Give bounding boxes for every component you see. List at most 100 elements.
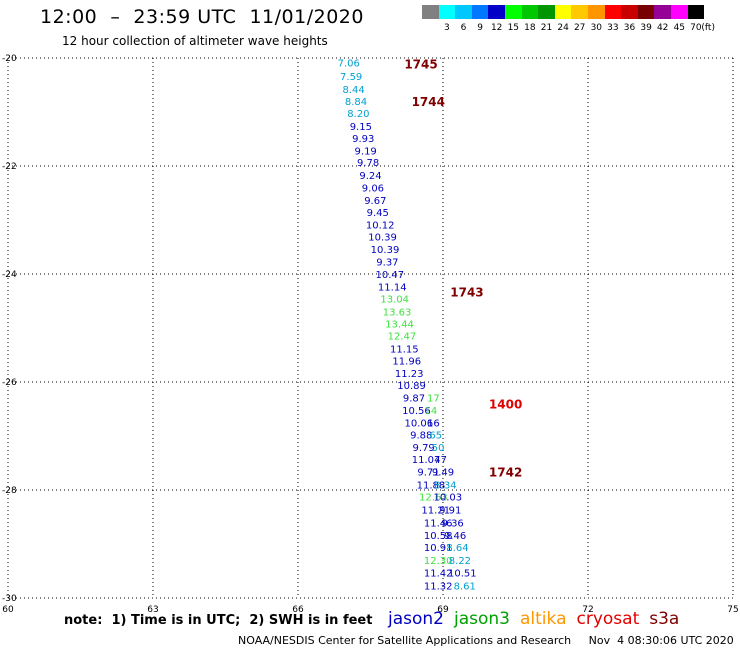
axis-tick-labels: 60 63 66 69 72 75 -20 -22 -24 -26 -28 -30 — [2, 54, 739, 615]
wave-height-value: 8.61 — [454, 582, 476, 593]
legend-label: 45 — [673, 23, 686, 33]
footer-credit: NOAA/NESDIS Center for Satellite Applica… — [238, 634, 734, 647]
wave-height-value: 9.06 — [362, 184, 384, 195]
chart-title: 12:00 – 23:59 UTC 11/01/2020 — [40, 6, 364, 28]
wave-height-value: 10.91 — [424, 543, 453, 554]
wave-height-value: 10.51 — [448, 569, 477, 580]
legend-swatch — [422, 5, 439, 19]
legend-label: 6 — [460, 23, 467, 33]
satellite-name-jason3: jason3 — [454, 609, 510, 629]
wave-height-value: 11.42 — [424, 569, 453, 580]
satellite-name-jason2: jason2 — [388, 609, 444, 629]
legend-swatch — [654, 5, 671, 19]
legend-swatch — [571, 5, 588, 19]
x-tick-label: 69 — [437, 605, 449, 615]
y-tick-label: -30 — [2, 594, 17, 604]
wave-height-value: 9.87 — [403, 394, 425, 405]
wave-height-value: 9.91 — [439, 505, 461, 516]
wave-height-value: 47 — [434, 455, 447, 466]
legend-swatch — [621, 5, 638, 19]
legend-label: 18 — [524, 23, 536, 33]
wave-height-value: 14 — [425, 406, 438, 417]
wave-height-value: 11.23 — [395, 369, 424, 380]
wave-height-value: 10.39 — [368, 233, 397, 244]
legend-swatch — [671, 5, 688, 19]
wave-height-value: 10.58 — [424, 531, 453, 542]
wave-height-value: 10.47 — [376, 270, 405, 281]
y-tick-label: -24 — [2, 270, 17, 280]
wave-height-value: 9.93 — [352, 134, 374, 145]
legend-label: 27 — [573, 23, 586, 33]
legend-swatch — [687, 5, 705, 19]
wave-height-value: 9.78 — [357, 158, 379, 169]
legend-swatch — [505, 5, 522, 19]
wave-height-value: 12.63 — [419, 492, 448, 503]
chart-subtitle: 12 hour collection of altimeter wave hei… — [62, 34, 328, 48]
legend-label: 3 — [444, 23, 450, 33]
legend-swatch — [637, 5, 655, 19]
legend-swatch — [438, 5, 456, 19]
legend-swatch — [521, 5, 539, 19]
x-tick-label: 72 — [582, 605, 593, 615]
legend-swatch — [455, 5, 472, 19]
pass-time-label: 1743 — [450, 285, 483, 299]
legend-label: 30 — [590, 23, 603, 33]
y-tick-label: -20 — [2, 54, 17, 64]
wave-height-value: 11.96 — [392, 356, 421, 367]
legend-swatch — [538, 5, 555, 19]
pass-time-label: 1745 — [404, 57, 437, 71]
legend-label: 39 — [640, 23, 652, 33]
legend-label: 21 — [540, 23, 553, 33]
legend-label: 36 — [623, 23, 636, 33]
wave-height-value: 65 — [429, 430, 442, 441]
wave-height-value: 8.64 — [446, 543, 468, 554]
legend-label: 9 — [477, 23, 483, 33]
wave-height-value: 13.04 — [380, 294, 409, 305]
wave-height-value: 9.79 — [413, 443, 435, 454]
satellite-name-cryosat: cryosat — [576, 609, 640, 629]
wave-height-value: 8.44 — [342, 85, 364, 96]
wave-height-value: 8.34 — [434, 481, 456, 492]
wave-height-value: 9.67 — [364, 196, 386, 207]
wave-height-value: 9.49 — [432, 468, 454, 479]
x-tick-label: 60 — [2, 605, 14, 615]
legend-unit: (ft) — [701, 23, 715, 33]
wave-height-value: 9.46 — [444, 531, 466, 542]
wave-height-value: 10.12 — [366, 220, 395, 231]
wave-height-value: 10.56 — [402, 406, 431, 417]
wave-height-value: 8.20 — [347, 109, 369, 120]
y-tick-label: -28 — [2, 486, 17, 496]
chart-note: note: 1) Time is in UTC; 2) SWH is in fe… — [64, 613, 373, 628]
wave-height-value: 11.15 — [390, 345, 419, 356]
pass-time-label: 1400 — [489, 398, 522, 412]
legend-swatch — [488, 5, 505, 19]
pass-time-label: 1742 — [489, 466, 522, 480]
legend-label: 12 — [490, 23, 503, 33]
legend-label: 42 — [656, 23, 669, 33]
wave-height-value: 7.59 — [340, 72, 362, 83]
legend-label: 33 — [607, 23, 619, 33]
wave-height-value: 13.44 — [385, 320, 414, 331]
wave-height-value: 9.19 — [355, 146, 377, 157]
wave-height-value: 13.63 — [383, 307, 412, 318]
wave-height-value: 9.88 — [410, 430, 432, 441]
wave-height-value: 11.14 — [378, 282, 407, 293]
legend-label: 15 — [507, 23, 520, 33]
wave-height-labels: 7.06 7.59 8.448.848.20 9.159.939.199.78 9.24… — [338, 58, 477, 592]
satellite-name-s3a: s3a — [649, 609, 680, 629]
wave-height-value: 9.37 — [376, 258, 398, 269]
x-tick-label: 66 — [292, 605, 304, 615]
legend-swatch — [604, 5, 622, 19]
wave-height-value: 9.36 — [442, 518, 464, 529]
wave-height-value: 12.47 — [388, 332, 417, 343]
wave-height-value: 10.03 — [434, 492, 463, 503]
satellite-legend: jason2 jason3 altika cryosat s3a — [388, 609, 689, 629]
wave-height-value: 50 — [432, 443, 445, 454]
legend-label: 70 — [690, 23, 702, 33]
wave-height-value: 9.24 — [359, 171, 381, 182]
wave-height-value: 10.39 — [371, 245, 400, 256]
wave-height-value: 9.45 — [367, 208, 389, 219]
wave-height-value: 8.84 — [345, 97, 367, 108]
pass-time-label: 1744 — [412, 95, 445, 109]
